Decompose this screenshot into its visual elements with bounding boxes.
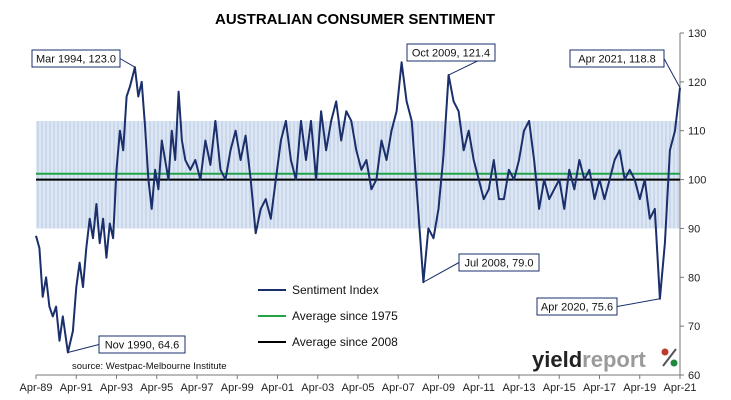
x-tick-label: Apr-21 (663, 382, 696, 394)
brand-wordmark: yieldreport (532, 347, 646, 372)
x-tick-label: Apr-07 (382, 382, 415, 394)
x-tick-label: Apr-13 (502, 382, 535, 394)
x-tick-label: Apr-03 (301, 382, 334, 394)
annotation-leader (663, 58, 681, 88)
x-tick-label: Apr-15 (543, 382, 576, 394)
percent-icon (661, 348, 678, 367)
y-tick-label: 60 (688, 370, 700, 382)
chart-title: AUSTRALIAN CONSUMER SENTIMENT (215, 11, 495, 28)
annotation-callout: Jul 2008, 79.0 (423, 253, 540, 283)
x-tick-label: Apr-05 (341, 382, 374, 394)
axes: 60 70 80 90 100 110 120 130 Apr-89 Apr-91 Apr-93 Ap… (19, 28, 706, 394)
y-tick-label: 100 (688, 175, 706, 187)
annotation-leader (423, 262, 460, 283)
y-tick-label: 130 (688, 28, 706, 40)
annotations: Mar 1994, 123.0 Nov 1990, 64.6 Oct 2009, 1… (31, 43, 681, 354)
x-tick-label: Apr-17 (583, 382, 616, 394)
y-tick-label: 120 (688, 77, 706, 89)
annotation-box (98, 335, 186, 354)
annotation-box (569, 49, 665, 68)
annotation-label: Oct 2009, 121.4 (412, 48, 490, 60)
annotation-callout: Nov 1990, 64.6 (67, 335, 186, 354)
annotation-leader (119, 58, 136, 68)
legend-label-avg-2008: Average since 2008 (292, 335, 398, 349)
annotation-box (536, 297, 618, 316)
brand-logo: yieldreport (532, 347, 678, 372)
legend-label-sentiment: Sentiment Index (292, 283, 379, 297)
x-tick-label: Apr-89 (19, 382, 52, 394)
x-tick-label: Apr-09 (422, 382, 455, 394)
x-tick-label: Apr-19 (623, 382, 656, 394)
source-note: source: Westpac-Melbourne Institute (72, 361, 227, 372)
x-tick-label: Apr-11 (463, 382, 495, 394)
legend-label-avg-1975: Average since 1975 (292, 309, 398, 323)
y-tick-label: 70 (688, 321, 700, 333)
x-tick-label: Apr-97 (180, 382, 213, 394)
annotation-label: Apr 2020, 75.6 (541, 302, 613, 314)
x-tick-label: Apr-95 (140, 382, 173, 394)
annotation-label: Mar 1994, 123.0 (36, 54, 116, 66)
x-tick-label: Apr-93 (100, 382, 133, 394)
annotation-callout: Oct 2009, 121.4 (406, 43, 496, 76)
annotation-callout: Mar 1994, 123.0 (31, 49, 136, 68)
y-tick-label: 110 (688, 126, 706, 138)
annotation-callout: Apr 2020, 75.6 (536, 297, 660, 316)
x-tick-label: Apr-99 (221, 382, 254, 394)
legend: Sentiment Index Average since 1975 Avera… (258, 283, 398, 349)
annotation-leader (67, 344, 100, 354)
annotation-label: Nov 1990, 64.6 (105, 340, 180, 352)
annotation-callout: Apr 2021, 118.8 (569, 49, 681, 88)
annotation-box (458, 253, 540, 272)
x-tick-label: Apr-01 (261, 382, 294, 394)
annotation-label: Apr 2021, 118.8 (578, 54, 655, 66)
annotation-box (406, 43, 496, 62)
annotation-leader (616, 298, 660, 307)
annotation-box (31, 49, 121, 68)
series-layer (35, 61, 681, 354)
series-line-sentiment-index (35, 61, 681, 354)
annotation-label: Jul 2008, 79.0 (464, 258, 533, 270)
y-tick-label: 80 (688, 272, 700, 284)
x-tick-label: Apr-91 (60, 382, 93, 394)
y-tick-label: 90 (688, 223, 700, 235)
